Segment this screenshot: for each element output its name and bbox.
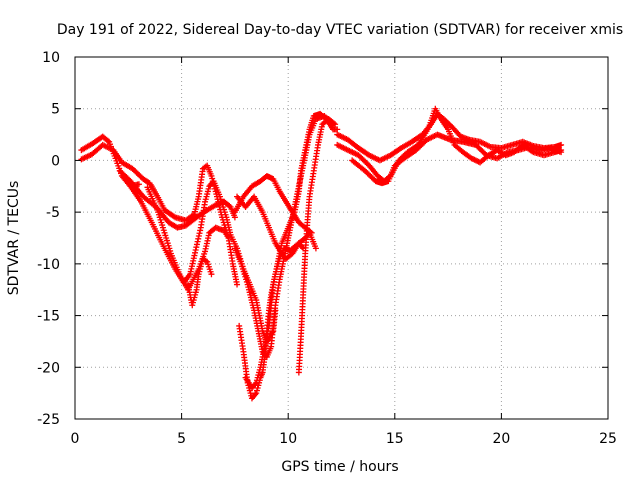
plot-frame <box>74 56 609 420</box>
data-point-markers <box>234 193 307 262</box>
x-tick-label: 5 <box>177 431 186 447</box>
y-tick-label: -25 <box>37 412 60 428</box>
y-tick-label: 5 <box>51 102 60 118</box>
data-point-markers <box>295 116 339 376</box>
x-tick-label: 0 <box>71 431 80 447</box>
series-track-10 <box>295 116 339 376</box>
y-tick-label: 0 <box>51 153 60 169</box>
x-axis-label: GPS time / hours <box>281 459 398 475</box>
series-track-13 <box>234 193 307 262</box>
x-tick-label: 25 <box>599 431 617 447</box>
y-tick-label: -15 <box>37 309 60 325</box>
series-track-12 <box>231 172 315 236</box>
data-point-markers <box>231 172 315 236</box>
x-tick-label: 15 <box>386 431 404 447</box>
y-tick-label: -5 <box>46 205 60 221</box>
data-series <box>78 105 565 402</box>
y-axis-label: SDTVAR / TECUs <box>6 181 22 296</box>
data-point-markers <box>184 255 215 309</box>
y-tick-label: -20 <box>37 360 60 376</box>
axis-ticks: 0 5 10 15 20 25 -25 -20 -15 -10 -5 0 5 10 <box>37 50 617 447</box>
y-tick-label: -10 <box>37 257 60 273</box>
chart-title: Day 191 of 2022, Sidereal Day-to-day VTE… <box>57 22 623 38</box>
x-tick-label: 20 <box>492 431 510 447</box>
x-tick-label: 10 <box>279 431 297 447</box>
series-track-6 <box>184 255 215 309</box>
gridlines <box>75 57 608 419</box>
series-track-16 <box>349 131 565 187</box>
y-tick-label: 10 <box>42 50 60 66</box>
data-point-markers <box>349 131 565 187</box>
